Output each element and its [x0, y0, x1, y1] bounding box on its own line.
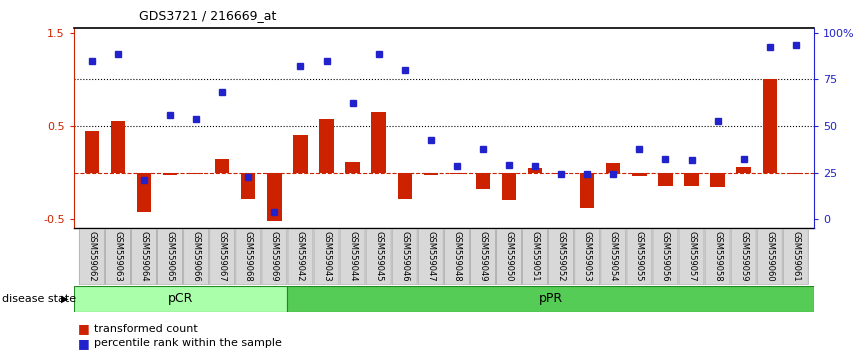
- Text: GSM559062: GSM559062: [87, 231, 96, 281]
- Bar: [658, 172, 673, 185]
- Bar: [736, 167, 751, 172]
- FancyBboxPatch shape: [210, 229, 235, 285]
- FancyBboxPatch shape: [705, 229, 730, 285]
- Bar: [580, 172, 594, 208]
- Bar: [163, 172, 178, 175]
- Bar: [528, 168, 542, 172]
- Bar: [111, 121, 125, 172]
- Text: GSM559045: GSM559045: [374, 231, 383, 281]
- FancyBboxPatch shape: [74, 286, 288, 312]
- Bar: [268, 172, 281, 221]
- FancyBboxPatch shape: [236, 229, 261, 285]
- FancyBboxPatch shape: [106, 229, 131, 285]
- FancyBboxPatch shape: [627, 229, 652, 285]
- FancyBboxPatch shape: [679, 229, 704, 285]
- Text: GSM559055: GSM559055: [635, 231, 643, 281]
- Bar: [710, 172, 725, 187]
- Bar: [632, 172, 647, 176]
- FancyBboxPatch shape: [522, 229, 547, 285]
- Text: GSM559047: GSM559047: [426, 231, 436, 281]
- Text: pPR: pPR: [539, 292, 563, 305]
- Text: disease state: disease state: [2, 294, 76, 304]
- FancyBboxPatch shape: [496, 229, 521, 285]
- Text: GSM559043: GSM559043: [322, 231, 331, 281]
- Text: GSM559067: GSM559067: [217, 231, 227, 281]
- Text: GSM559064: GSM559064: [139, 231, 148, 281]
- Text: GSM559052: GSM559052: [557, 231, 565, 281]
- Text: ■: ■: [78, 337, 90, 350]
- Bar: [294, 135, 307, 172]
- Bar: [554, 172, 568, 175]
- Text: GSM559044: GSM559044: [348, 231, 357, 281]
- FancyBboxPatch shape: [288, 229, 313, 285]
- Bar: [423, 172, 438, 175]
- FancyBboxPatch shape: [80, 229, 105, 285]
- Text: GSM559063: GSM559063: [113, 231, 122, 281]
- Bar: [346, 162, 359, 172]
- Bar: [241, 172, 255, 199]
- Text: GSM559059: GSM559059: [740, 231, 748, 281]
- FancyBboxPatch shape: [314, 229, 339, 285]
- Text: GSM559054: GSM559054: [609, 231, 617, 281]
- FancyBboxPatch shape: [392, 229, 417, 285]
- Bar: [449, 172, 464, 175]
- FancyBboxPatch shape: [757, 229, 782, 285]
- Bar: [137, 172, 152, 212]
- FancyBboxPatch shape: [132, 229, 157, 285]
- Text: GSM559048: GSM559048: [452, 231, 462, 281]
- Text: GSM559065: GSM559065: [165, 231, 175, 281]
- FancyBboxPatch shape: [549, 229, 573, 285]
- Bar: [215, 159, 229, 172]
- Text: ■: ■: [78, 322, 90, 335]
- Text: percentile rank within the sample: percentile rank within the sample: [94, 338, 281, 348]
- Bar: [475, 172, 490, 189]
- FancyBboxPatch shape: [158, 229, 183, 285]
- FancyBboxPatch shape: [262, 229, 287, 285]
- FancyBboxPatch shape: [601, 229, 626, 285]
- Text: GSM559061: GSM559061: [792, 231, 800, 281]
- FancyBboxPatch shape: [418, 229, 443, 285]
- Text: GSM559049: GSM559049: [478, 231, 488, 281]
- Text: GSM559057: GSM559057: [687, 231, 696, 281]
- FancyBboxPatch shape: [340, 229, 365, 285]
- Text: GSM559058: GSM559058: [713, 231, 722, 281]
- Bar: [372, 112, 386, 172]
- Text: GSM559068: GSM559068: [244, 231, 253, 281]
- Text: GSM559060: GSM559060: [766, 231, 774, 281]
- FancyBboxPatch shape: [444, 229, 469, 285]
- FancyBboxPatch shape: [731, 229, 756, 285]
- Text: GSM559050: GSM559050: [505, 231, 514, 281]
- Bar: [320, 120, 333, 172]
- Text: ▶: ▶: [61, 294, 68, 304]
- Text: GDS3721 / 216669_at: GDS3721 / 216669_at: [139, 9, 276, 22]
- Bar: [789, 172, 803, 175]
- Text: GSM559056: GSM559056: [661, 231, 670, 281]
- FancyBboxPatch shape: [575, 229, 600, 285]
- Bar: [397, 172, 412, 199]
- FancyBboxPatch shape: [184, 229, 209, 285]
- Text: GSM559053: GSM559053: [583, 231, 591, 281]
- Text: GSM559046: GSM559046: [400, 231, 410, 281]
- Bar: [606, 163, 620, 172]
- FancyBboxPatch shape: [783, 229, 808, 285]
- Bar: [501, 172, 516, 200]
- Text: transformed count: transformed count: [94, 324, 197, 333]
- Bar: [684, 172, 699, 185]
- FancyBboxPatch shape: [366, 229, 391, 285]
- FancyBboxPatch shape: [470, 229, 495, 285]
- Bar: [189, 172, 204, 175]
- Text: pCR: pCR: [168, 292, 193, 305]
- Text: GSM559051: GSM559051: [531, 231, 540, 281]
- FancyBboxPatch shape: [288, 286, 814, 312]
- FancyBboxPatch shape: [653, 229, 678, 285]
- Bar: [85, 131, 99, 172]
- Text: GSM559066: GSM559066: [191, 231, 201, 281]
- Text: GSM559042: GSM559042: [296, 231, 305, 281]
- Text: GSM559069: GSM559069: [270, 231, 279, 281]
- Bar: [763, 80, 777, 172]
